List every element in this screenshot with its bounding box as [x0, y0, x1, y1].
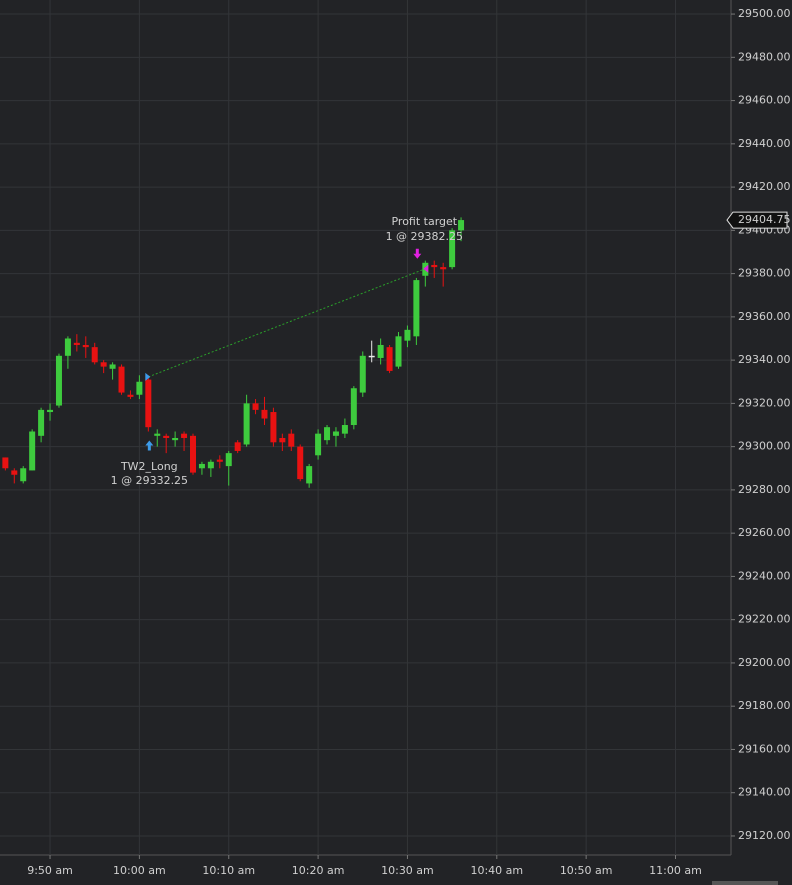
- candle-body: [154, 433, 161, 436]
- candle-body: [2, 457, 9, 469]
- y-tick-label: 29340.00: [738, 353, 791, 366]
- candle-body: [73, 342, 80, 345]
- candle-body: [261, 409, 268, 419]
- candle-body: [29, 431, 36, 471]
- candle-body: [440, 267, 447, 270]
- exit-text: 1 @ 29382.25: [386, 230, 463, 243]
- candle-body: [136, 381, 143, 395]
- candle-body: [181, 433, 188, 438]
- candle-body: [64, 338, 71, 356]
- candle-body: [350, 388, 357, 426]
- y-tick-label: 29480.00: [738, 50, 791, 63]
- candle-body: [324, 427, 331, 441]
- candle-body: [127, 394, 134, 397]
- candle-body: [198, 463, 205, 469]
- candle-body: [163, 435, 170, 438]
- x-tick-label: 10:30 am: [381, 864, 434, 877]
- candle-body: [279, 437, 286, 443]
- candle-body: [172, 437, 179, 441]
- trade-line: [148, 268, 426, 378]
- candle-body: [288, 433, 295, 447]
- entry-arrow: [145, 440, 154, 451]
- candle-body: [118, 366, 125, 393]
- candle-body: [306, 466, 313, 484]
- y-tick-label: 29440.00: [738, 137, 791, 150]
- x-tick-label: 10:00 am: [113, 864, 166, 877]
- y-tick-label: 29500.00: [738, 7, 791, 20]
- candle-body: [458, 220, 465, 231]
- y-tick-label: 29360.00: [738, 310, 791, 323]
- candle-body: [341, 425, 348, 434]
- exit-name: Profit target: [391, 215, 457, 228]
- entry-name: TW2_Long: [120, 460, 178, 473]
- candle-body: [189, 435, 196, 473]
- candle-body: [91, 347, 98, 363]
- y-tick-label: 29460.00: [738, 94, 791, 107]
- candle-body: [297, 446, 304, 480]
- y-tick-label: 29420.00: [738, 180, 791, 193]
- last-price-tag: [726, 211, 788, 229]
- x-tick-label: 10:20 am: [292, 864, 345, 877]
- candle-body: [207, 461, 214, 469]
- y-tick-label: 29320.00: [738, 396, 791, 409]
- candle-body: [225, 453, 232, 467]
- y-tick-label: 29380.00: [738, 267, 791, 280]
- y-tick-label: 29260.00: [738, 526, 791, 539]
- candle-body: [359, 355, 366, 393]
- candle-body: [315, 433, 322, 456]
- candle-body: [368, 355, 375, 358]
- entry-marker: [145, 372, 151, 381]
- y-tick-label: 29200.00: [738, 656, 791, 669]
- y-tick-label: 29180.00: [738, 699, 791, 712]
- y-tick-label: 29160.00: [738, 742, 791, 755]
- candle-body: [11, 470, 18, 475]
- x-tick-label: 10:40 am: [470, 864, 523, 877]
- y-tick-label: 29140.00: [738, 786, 791, 799]
- candle-body: [243, 403, 250, 445]
- exit-marker: [423, 264, 429, 273]
- candle-body: [216, 459, 223, 462]
- candle-body: [145, 379, 152, 428]
- scrollbar[interactable]: [712, 881, 778, 885]
- candle-body: [109, 364, 116, 369]
- y-tick-label: 29240.00: [738, 569, 791, 582]
- last-price-label: 29404.75: [738, 213, 791, 226]
- y-tick-label: 29120.00: [738, 829, 791, 842]
- candle-body: [270, 412, 277, 443]
- candle-body: [55, 355, 62, 406]
- candle-body: [234, 442, 241, 451]
- candle-body: [386, 347, 393, 371]
- candle-body: [20, 468, 27, 482]
- candle-body: [413, 280, 420, 337]
- entry-text: 1 @ 29332.25: [111, 474, 188, 487]
- candle-body: [252, 403, 259, 410]
- candle-body: [431, 264, 438, 268]
- candle-body: [47, 409, 54, 413]
- candle-body: [449, 230, 456, 268]
- y-tick-label: 29300.00: [738, 440, 791, 453]
- candle-body: [100, 362, 107, 367]
- x-tick-label: 10:50 am: [560, 864, 613, 877]
- candle-body: [82, 344, 89, 348]
- candle-body: [404, 329, 411, 341]
- x-tick-label: 11:00 am: [649, 864, 702, 877]
- candle-body: [395, 336, 402, 367]
- y-tick-label: 29220.00: [738, 613, 791, 626]
- candle-body: [377, 344, 384, 358]
- x-tick-label: 9:50 am: [27, 864, 73, 877]
- candle-body: [38, 409, 45, 436]
- exit-arrow: [413, 248, 422, 259]
- y-tick-label: 29280.00: [738, 483, 791, 496]
- candle-body: [332, 431, 339, 436]
- x-tick-label: 10:10 am: [202, 864, 255, 877]
